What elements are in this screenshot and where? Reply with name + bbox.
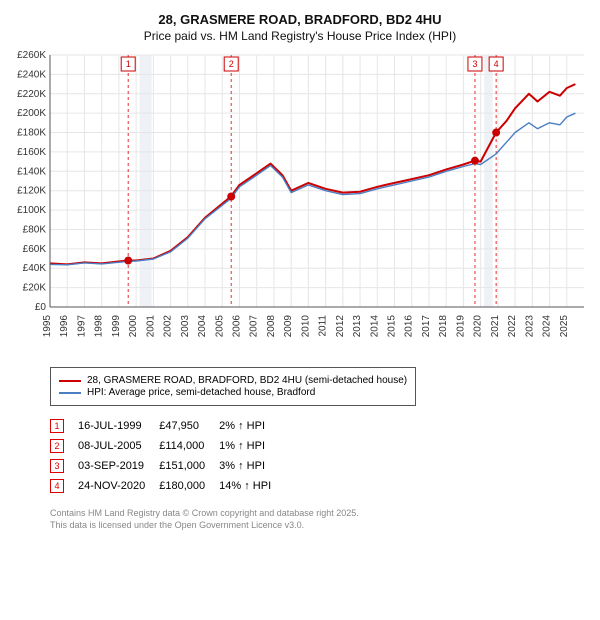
svg-text:2012: 2012: [335, 315, 346, 338]
svg-text:2004: 2004: [197, 315, 208, 338]
legend-swatch: [59, 392, 81, 394]
sales-table: 1 16-JUL-1999£47,9502% ↑ HPI 2 08-JUL-2005£…: [50, 416, 285, 496]
svg-text:£40K: £40K: [23, 263, 47, 274]
svg-text:£160K: £160K: [17, 147, 46, 158]
table-row: 4 24-NOV-2020£180,00014% ↑ HPI: [50, 476, 285, 496]
svg-text:£20K: £20K: [23, 283, 47, 294]
svg-text:1999: 1999: [111, 315, 122, 338]
sale-marker-number: 2: [50, 439, 64, 453]
svg-text:2008: 2008: [266, 315, 277, 338]
svg-text:£100K: £100K: [17, 205, 46, 216]
svg-text:2009: 2009: [283, 315, 294, 338]
footer-line: Contains HM Land Registry data © Crown c…: [50, 508, 590, 520]
sale-marker-number: 1: [50, 419, 64, 433]
sale-date: 24-NOV-2020: [78, 476, 159, 496]
svg-text:£60K: £60K: [23, 244, 47, 255]
legend-item: HPI: Average price, semi-detached house,…: [59, 387, 407, 398]
svg-text:£180K: £180K: [17, 128, 46, 139]
svg-text:2000: 2000: [128, 315, 139, 338]
svg-text:£120K: £120K: [17, 186, 46, 197]
svg-text:2024: 2024: [542, 315, 553, 338]
svg-text:2021: 2021: [490, 315, 501, 338]
footer-attribution: Contains HM Land Registry data © Crown c…: [50, 508, 590, 531]
svg-text:2016: 2016: [404, 315, 415, 338]
table-row: 3 03-SEP-2019£151,0003% ↑ HPI: [50, 456, 285, 476]
sale-price: £180,000: [159, 476, 219, 496]
svg-text:2: 2: [229, 59, 234, 69]
sale-delta: 14% ↑ HPI: [219, 476, 285, 496]
price-chart: £0 £20K £40K £60K £80K £100K £120K £140K £160K £1…: [10, 49, 590, 359]
svg-text:2003: 2003: [180, 315, 191, 338]
table-row: 2 08-JUL-2005£114,0001% ↑ HPI: [50, 436, 285, 456]
svg-text:£200K: £200K: [17, 108, 46, 119]
svg-text:£260K: £260K: [17, 50, 46, 61]
svg-text:£80K: £80K: [23, 224, 47, 235]
sale-price: £114,000: [159, 436, 219, 456]
svg-text:2006: 2006: [231, 315, 242, 338]
sale-date: 08-JUL-2005: [78, 436, 159, 456]
svg-text:4: 4: [494, 59, 499, 69]
svg-text:2015: 2015: [387, 315, 398, 338]
svg-text:2025: 2025: [559, 315, 570, 338]
svg-text:2005: 2005: [214, 315, 225, 338]
svg-text:2013: 2013: [352, 315, 363, 338]
page-title: 28, GRASMERE ROAD, BRADFORD, BD2 4HU: [10, 12, 590, 27]
svg-text:1: 1: [126, 59, 131, 69]
sale-delta: 3% ↑ HPI: [219, 456, 285, 476]
svg-text:2011: 2011: [318, 315, 329, 337]
legend-label: 28, GRASMERE ROAD, BRADFORD, BD2 4HU (se…: [87, 375, 407, 386]
legend-label: HPI: Average price, semi-detached house,…: [87, 387, 315, 398]
svg-text:£220K: £220K: [17, 89, 46, 100]
svg-text:2020: 2020: [473, 315, 484, 338]
sale-marker-number: 4: [50, 479, 64, 493]
legend-swatch: [59, 380, 81, 382]
svg-text:2023: 2023: [524, 315, 535, 338]
svg-text:2010: 2010: [300, 315, 311, 338]
svg-text:1995: 1995: [42, 315, 53, 338]
legend: 28, GRASMERE ROAD, BRADFORD, BD2 4HU (se…: [50, 367, 416, 406]
footer-line: This data is licensed under the Open Gov…: [50, 520, 590, 532]
svg-text:2017: 2017: [421, 315, 432, 338]
table-row: 1 16-JUL-1999£47,9502% ↑ HPI: [50, 416, 285, 436]
svg-text:£240K: £240K: [17, 69, 46, 80]
svg-text:1997: 1997: [76, 315, 87, 338]
sale-delta: 2% ↑ HPI: [219, 416, 285, 436]
svg-text:£140K: £140K: [17, 166, 46, 177]
svg-text:2007: 2007: [249, 315, 260, 338]
svg-text:1996: 1996: [59, 315, 70, 338]
svg-text:2018: 2018: [438, 315, 449, 338]
sale-price: £151,000: [159, 456, 219, 476]
sale-date: 16-JUL-1999: [78, 416, 159, 436]
svg-text:2001: 2001: [145, 315, 156, 338]
svg-text:£0: £0: [35, 302, 47, 313]
sale-date: 03-SEP-2019: [78, 456, 159, 476]
svg-text:2014: 2014: [369, 315, 380, 338]
svg-text:1998: 1998: [94, 315, 105, 338]
legend-item: 28, GRASMERE ROAD, BRADFORD, BD2 4HU (se…: [59, 375, 407, 386]
sale-delta: 1% ↑ HPI: [219, 436, 285, 456]
svg-text:2002: 2002: [163, 315, 174, 338]
svg-text:3: 3: [472, 59, 477, 69]
sale-price: £47,950: [159, 416, 219, 436]
svg-text:2019: 2019: [455, 315, 466, 338]
page-subtitle: Price paid vs. HM Land Registry's House …: [10, 29, 590, 43]
sale-marker-number: 3: [50, 459, 64, 473]
svg-text:2022: 2022: [507, 315, 518, 338]
